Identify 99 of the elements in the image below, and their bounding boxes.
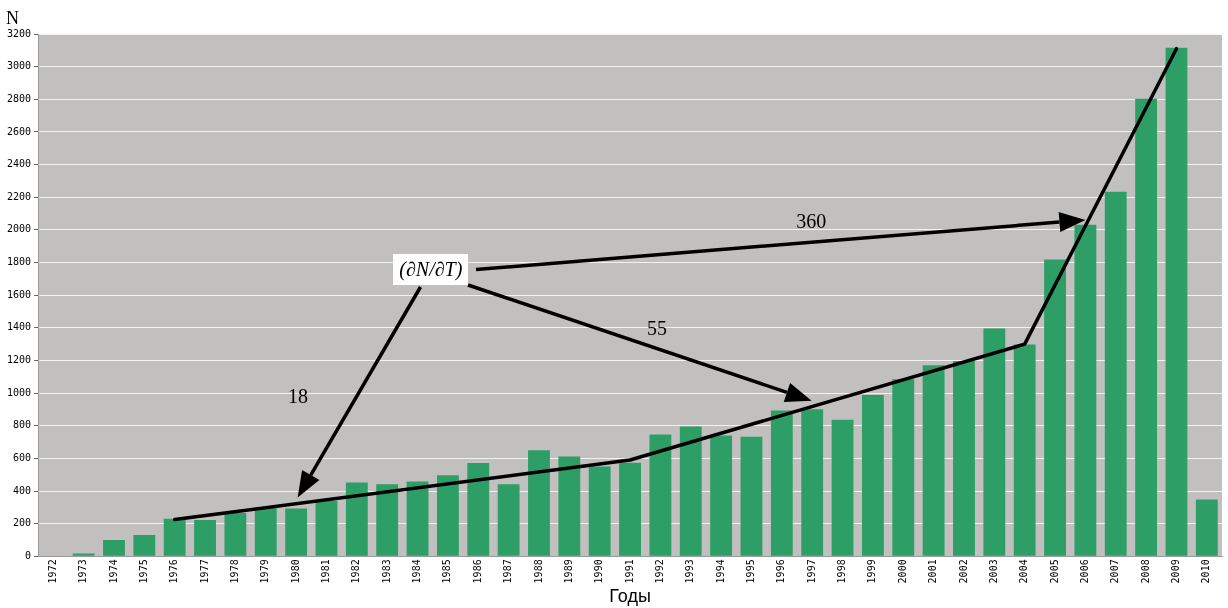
y-tick-label: 1600 <box>6 288 32 300</box>
x-tick-label: 1994 <box>714 559 726 584</box>
bar <box>103 540 125 556</box>
bar <box>528 450 550 556</box>
x-tick-label: 1979 <box>259 559 271 584</box>
y-tick-label: 2200 <box>6 190 32 202</box>
y-axis-title: N <box>6 7 19 28</box>
x-tick-label: 1984 <box>411 559 423 584</box>
bar <box>224 513 247 556</box>
bar <box>436 475 459 556</box>
x-tick-label: 1985 <box>441 559 453 584</box>
x-tick-label: 1990 <box>593 559 605 584</box>
x-tick-label: 1978 <box>229 559 240 584</box>
y-tick-label: 1800 <box>6 256 32 268</box>
x-tick-label: 1973 <box>77 559 89 584</box>
x-tick-label: 1993 <box>684 559 696 584</box>
x-tick-label: 1980 <box>289 559 301 584</box>
y-tick-label: 400 <box>13 484 32 496</box>
y-tick-label: 2400 <box>6 158 32 170</box>
bar <box>1104 191 1127 556</box>
x-tick-label: 1974 <box>107 559 119 584</box>
y-tick-label: 2800 <box>6 92 32 104</box>
bar <box>1013 344 1036 556</box>
x-tick-label: 1975 <box>137 559 149 584</box>
bar <box>1044 259 1066 556</box>
y-tick-label: 1000 <box>6 386 32 398</box>
bar <box>710 435 733 556</box>
y-tick-label: 800 <box>13 419 32 431</box>
bar <box>376 484 399 556</box>
x-tick-label: 1997 <box>805 559 817 584</box>
y-tick-label: 3000 <box>6 60 32 72</box>
bar <box>1165 47 1188 556</box>
bar <box>588 466 611 556</box>
annotation: 360 <box>796 210 827 233</box>
y-tick-label: 2600 <box>6 125 32 137</box>
x-tick-label: 1989 <box>562 559 574 584</box>
x-tick-label: 2004 <box>1018 559 1030 584</box>
x-axis-title: Годы <box>609 586 651 607</box>
y-tick-label: 1200 <box>6 354 32 366</box>
x-tick-label: 1982 <box>350 559 362 584</box>
x-tick-label: 1992 <box>653 559 665 584</box>
x-tick-label: 1976 <box>168 559 180 584</box>
x-tick-label: 2006 <box>1078 559 1090 584</box>
bar <box>983 328 1006 556</box>
x-tick-label: 2000 <box>896 559 908 584</box>
x-tick-label: 1996 <box>775 559 787 584</box>
x-tick-label: 2007 <box>1109 559 1121 584</box>
bar <box>467 462 490 556</box>
y-tick-label: 1400 <box>6 321 32 333</box>
bar <box>1135 98 1158 556</box>
y-tick-label: 2000 <box>6 223 32 235</box>
annotation: (∂N/∂T) <box>393 254 469 286</box>
bar <box>770 410 793 556</box>
bar <box>649 434 672 556</box>
x-tick-label: 1972 <box>46 559 58 584</box>
bar <box>953 361 975 556</box>
x-tick-label: 1977 <box>198 559 210 584</box>
bar <box>315 500 338 556</box>
x-tick-label: 2008 <box>1139 559 1151 584</box>
x-tick-label: 1981 <box>320 559 332 584</box>
y-tick-label: 600 <box>13 451 32 463</box>
x-tick-label: 1998 <box>836 559 848 584</box>
annotation: 18 <box>287 384 308 407</box>
x-tick-label: 1987 <box>502 559 514 584</box>
x-tick-label: 1988 <box>532 559 544 584</box>
bar <box>163 518 186 556</box>
x-tick-label: 1995 <box>745 559 757 584</box>
y-tick-label: 0 <box>25 549 32 561</box>
x-tick-label: 2005 <box>1048 559 1060 584</box>
bar <box>406 481 429 556</box>
bar <box>497 484 520 556</box>
bar <box>922 365 945 556</box>
bar <box>1195 499 1218 556</box>
bar <box>133 535 156 556</box>
bar <box>72 553 95 556</box>
x-tick-label: 2002 <box>957 559 969 584</box>
x-tick-label: 1986 <box>471 559 483 584</box>
x-tick-label: 1983 <box>380 559 392 584</box>
y-tick-label: 200 <box>13 517 32 529</box>
bar <box>254 507 277 556</box>
x-tick-label: 2003 <box>987 559 999 584</box>
bar <box>345 482 368 556</box>
bar <box>861 395 884 556</box>
x-tick-label: 2009 <box>1170 559 1182 584</box>
x-tick-label: 2010 <box>1200 559 1212 584</box>
bar <box>892 379 915 556</box>
x-tick-label: 1999 <box>866 559 878 584</box>
bar <box>831 419 854 556</box>
x-tick-label: 2001 <box>927 559 939 584</box>
x-tick-label: 1991 <box>623 559 635 584</box>
bar <box>558 456 581 556</box>
bar <box>619 462 641 556</box>
bar <box>285 508 308 556</box>
bar <box>801 409 824 556</box>
bar <box>194 520 216 556</box>
y-tick-label: 3200 <box>6 27 32 39</box>
annotation: 55 <box>646 316 667 339</box>
bar <box>740 436 763 556</box>
bar <box>679 426 702 556</box>
